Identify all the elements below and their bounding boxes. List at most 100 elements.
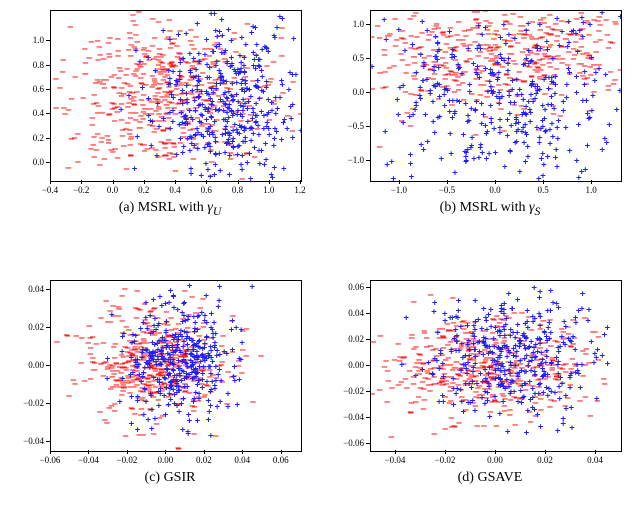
- red-marker: –: [222, 138, 227, 147]
- blue-marker: +: [219, 77, 224, 86]
- red-marker: –: [160, 355, 165, 364]
- blue-marker: +: [524, 131, 529, 140]
- red-marker: –: [441, 31, 446, 40]
- blue-marker: +: [158, 362, 163, 371]
- red-marker: –: [151, 329, 156, 338]
- red-marker: –: [506, 383, 511, 392]
- red-marker: –: [446, 400, 451, 409]
- blue-marker: +: [286, 86, 291, 95]
- blue-marker: +: [577, 27, 582, 36]
- red-marker: –: [126, 374, 131, 383]
- red-marker: –: [152, 366, 157, 375]
- red-marker: –: [153, 95, 158, 104]
- blue-marker: +: [230, 97, 235, 106]
- red-marker: –: [211, 91, 216, 100]
- red-marker: –: [402, 353, 407, 362]
- blue-marker: +: [540, 102, 545, 111]
- red-marker: –: [130, 406, 135, 415]
- blue-marker: +: [456, 65, 461, 74]
- xtick-mark: [175, 180, 176, 184]
- red-marker: –: [541, 14, 546, 23]
- blue-marker: +: [148, 118, 153, 127]
- blue-marker: +: [576, 174, 581, 182]
- blue-marker: +: [495, 329, 500, 338]
- red-marker: –: [160, 63, 165, 72]
- blue-marker: +: [212, 386, 217, 395]
- blue-marker: +: [530, 79, 535, 88]
- blue-marker: +: [178, 331, 183, 340]
- red-marker: –: [236, 358, 241, 367]
- red-marker: –: [165, 393, 170, 402]
- red-marker: –: [267, 79, 272, 88]
- blue-marker: +: [217, 29, 222, 38]
- blue-marker: +: [543, 74, 548, 83]
- red-marker: –: [370, 85, 375, 94]
- red-marker: –: [201, 393, 206, 402]
- scatter-plot-c: ––––––––––––––––––––––––––––––––––––––––…: [50, 280, 302, 452]
- blue-marker: +: [470, 330, 475, 339]
- ytick-label: 0.6: [20, 84, 44, 94]
- blue-marker: +: [184, 373, 189, 382]
- blue-marker: +: [219, 74, 224, 83]
- blue-marker: +: [193, 368, 198, 377]
- blue-marker: +: [521, 109, 526, 118]
- red-marker: –: [159, 93, 164, 102]
- red-marker: –: [149, 362, 154, 371]
- red-marker: –: [128, 332, 133, 341]
- blue-marker: +: [147, 364, 152, 373]
- red-marker: –: [183, 80, 188, 89]
- red-marker: –: [458, 387, 463, 396]
- red-marker: –: [542, 352, 547, 361]
- blue-marker: +: [480, 379, 485, 388]
- red-marker: –: [508, 369, 513, 378]
- red-marker: –: [199, 367, 204, 376]
- blue-marker: +: [233, 68, 238, 77]
- blue-marker: +: [200, 371, 205, 380]
- red-marker: –: [87, 323, 92, 332]
- blue-marker: +: [474, 98, 479, 107]
- red-marker: –: [512, 310, 517, 319]
- blue-marker: +: [204, 117, 209, 126]
- red-marker: –: [446, 327, 451, 336]
- red-marker: –: [130, 366, 135, 375]
- red-marker: –: [443, 362, 448, 371]
- blue-marker: +: [499, 360, 504, 369]
- red-marker: –: [525, 381, 530, 390]
- blue-marker: +: [185, 341, 190, 350]
- red-marker: –: [503, 384, 508, 393]
- red-marker: –: [555, 33, 560, 42]
- red-marker: –: [110, 383, 115, 392]
- blue-marker: +: [159, 354, 164, 363]
- red-marker: –: [172, 376, 177, 385]
- blue-marker: +: [501, 383, 506, 392]
- red-marker: –: [460, 365, 465, 374]
- blue-marker: +: [584, 98, 589, 107]
- red-marker: –: [248, 118, 253, 127]
- red-marker: –: [182, 348, 187, 357]
- red-marker: –: [167, 149, 172, 158]
- red-marker: –: [516, 31, 521, 40]
- red-marker: –: [585, 49, 590, 58]
- red-marker: –: [549, 367, 554, 376]
- red-marker: –: [160, 335, 165, 344]
- ytick-mark: [46, 289, 50, 290]
- red-marker: –: [465, 329, 470, 338]
- red-marker: –: [496, 61, 501, 70]
- blue-marker: +: [458, 324, 463, 333]
- ytick-mark: [46, 138, 50, 139]
- red-marker: –: [181, 358, 186, 367]
- blue-marker: +: [279, 77, 284, 86]
- red-marker: –: [149, 381, 154, 390]
- red-marker: –: [149, 83, 154, 92]
- blue-marker: +: [251, 62, 256, 71]
- blue-marker: +: [515, 321, 520, 330]
- blue-marker: +: [507, 349, 512, 358]
- blue-marker: +: [204, 320, 209, 329]
- red-marker: –: [565, 324, 570, 333]
- blue-marker: +: [230, 139, 235, 148]
- blue-marker: +: [562, 342, 567, 351]
- blue-marker: +: [549, 359, 554, 368]
- red-marker: –: [542, 375, 547, 384]
- blue-marker: +: [208, 173, 213, 182]
- red-marker: –: [540, 61, 545, 70]
